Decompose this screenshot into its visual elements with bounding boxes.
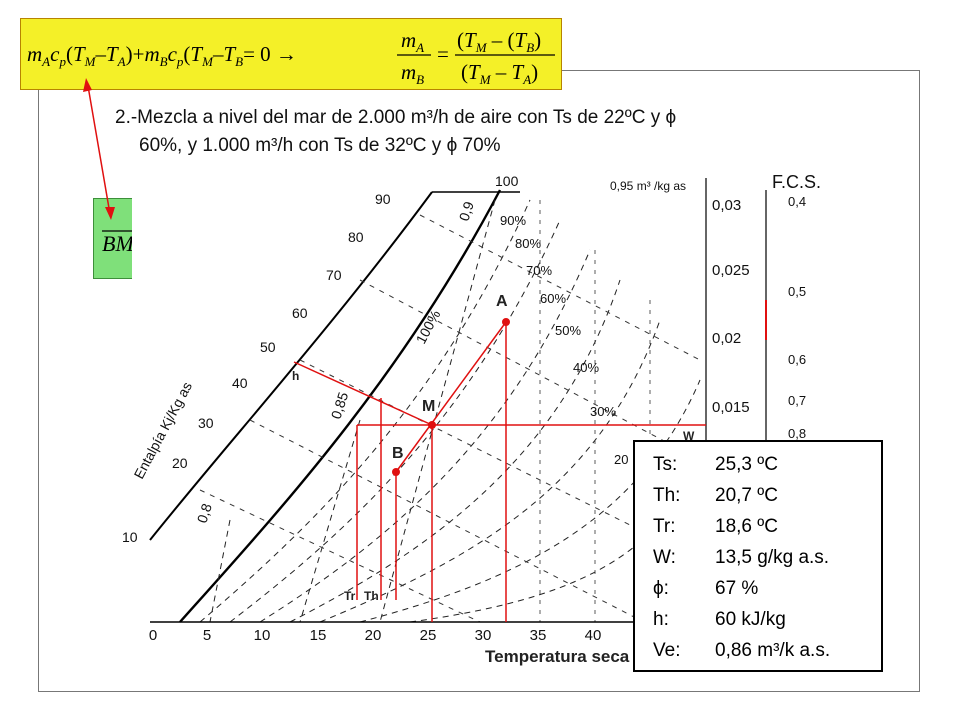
result-key: Ts:: [653, 454, 678, 475]
fcs-tick: 0,7: [788, 393, 806, 408]
formula-frac-num-left: mA: [401, 28, 424, 55]
rh-labels: 100% 90% 80% 70% 60% 50% 40% 30% 20: [413, 213, 629, 467]
connector-arrow: [83, 78, 115, 220]
fcs-tick: 0,4: [788, 194, 806, 209]
results-table: Ts: 25,3 ºC Th: 20,7 ºC Tr: 18,6 ºC W: 1…: [633, 440, 883, 672]
problem-line-1: 2.-Mezcla a nivel del mar de 2.000 m³/h …: [115, 107, 677, 128]
w-tick: 0,025: [712, 262, 750, 279]
x-tick: 5: [203, 627, 211, 644]
volume-line-label: 0,8: [194, 501, 215, 525]
enthalpy-tick: 30: [198, 415, 214, 431]
rh-label: 40%: [573, 360, 599, 375]
tr-label: Tr: [344, 589, 356, 603]
x-tick: 35: [530, 627, 547, 644]
result-value: 67 %: [715, 578, 759, 599]
result-value: 60 kJ/kg: [715, 609, 786, 630]
w-tick: 0,02: [712, 330, 741, 347]
mixing-formula-box: mAcp(TM–TA)+mBcp(TM–TB= 0 → mA mB = (TM …: [20, 18, 562, 90]
point-b-marker: [392, 468, 400, 476]
point-a-label: A: [496, 293, 508, 310]
point-labels: A M B h W Tr Th: [292, 293, 695, 603]
result-key: h:: [653, 609, 669, 630]
rh-label: 90%: [500, 213, 526, 228]
formula-ma: mAcp(TM–TA)+mBcp(TM–TB= 0 →: [27, 42, 297, 69]
result-key: W:: [653, 547, 676, 568]
th-label: Th: [364, 589, 379, 603]
volume-lines: [209, 199, 496, 623]
formula-frac-num-right: (TM – (TB): [457, 28, 541, 55]
x-tick-labels: 0 5 10 15 20 25 30 35 40: [149, 627, 602, 644]
rh-label: 60%: [540, 291, 566, 306]
fcs-tick: 0,6: [788, 352, 806, 367]
fcs-title: F.C.S.: [772, 172, 821, 192]
w-label: W: [683, 429, 695, 443]
enthalpy-tick-labels: 10 20 30 40 50 60 70 80 90 100: [122, 173, 519, 545]
enthalpy-tick: 60: [292, 305, 308, 321]
point-b-label: B: [392, 445, 404, 462]
rh-label: 70%: [526, 263, 552, 278]
formula-frac-den-left: mB: [401, 60, 424, 87]
w-tick: 0,03: [712, 197, 741, 214]
volume-line-label: 0,9: [456, 199, 477, 223]
temperature-axis-label: Temperatura seca: [485, 647, 630, 666]
enthalpy-lines: [199, 214, 701, 623]
x-tick: 20: [365, 627, 382, 644]
enthalpy-tick: 20: [172, 455, 188, 471]
fcs-tick: 0,5: [788, 284, 806, 299]
problem-line-2: 60%, y 1.000 m³/h con Ts de 32ºC y ϕ 70%: [139, 135, 501, 156]
x-tick: 40: [585, 627, 602, 644]
enthalpy-tick: 70: [326, 267, 342, 283]
saturation-curve: [149, 191, 433, 541]
w-tick-labels: 0,03 0,025 0,02 0,015: [712, 197, 750, 416]
x-tick: 0: [149, 627, 157, 644]
result-value: 25,3 ºC: [715, 454, 778, 475]
point-m-marker: [428, 421, 436, 429]
enthalpy-tick: 80: [348, 229, 364, 245]
result-value: 20,7 ºC: [715, 485, 778, 506]
enthalpy-tick: 50: [260, 339, 276, 355]
result-key: Tr:: [653, 516, 676, 537]
result-value: 0,86 m³/k a.s.: [715, 640, 831, 661]
volume-label: 0,95 m³ /kg as: [610, 179, 686, 193]
mixing-formula: mAcp(TM–TA)+mBcp(TM–TB= 0 → mA mB = (TM …: [27, 28, 555, 87]
w-tick: 0,015: [712, 399, 750, 416]
fcs-tick-labels: 0,4 0,5 0,6 0,7 0,8: [788, 194, 806, 441]
ratio-bm: BM: [102, 231, 135, 256]
result-key: Ve:: [653, 640, 681, 661]
x-tick: 15: [310, 627, 327, 644]
enthalpy-tick: 10: [122, 529, 138, 545]
rh-100-curve: [179, 189, 502, 623]
enthalpy-tick: 100: [495, 173, 519, 189]
rh-label: 50%: [555, 323, 581, 338]
fcs-tick: 0,8: [788, 426, 806, 441]
rh-label: 30%: [590, 404, 616, 419]
formula-equals: =: [437, 42, 449, 66]
construction-lines: [293, 321, 706, 622]
x-tick: 25: [420, 627, 437, 644]
result-key: Th:: [653, 485, 681, 506]
rh-label: 80%: [515, 236, 541, 251]
rh-label: 20: [614, 452, 628, 467]
h-label: h: [292, 369, 299, 383]
point-a-marker: [502, 318, 510, 326]
result-value: 13,5 g/kg a.s.: [715, 547, 830, 568]
x-tick: 30: [475, 627, 492, 644]
formula-frac-den-right: (TM – TA): [461, 60, 538, 87]
point-m-label: M: [422, 398, 435, 415]
result-key: ϕ:: [653, 578, 669, 599]
temperature-grid: [539, 200, 651, 622]
result-value: 18,6 ºC: [715, 516, 778, 537]
x-tick: 10: [254, 627, 271, 644]
enthalpy-tick: 90: [375, 191, 391, 207]
problem-statement: 2.-Mezcla a nivel del mar de 2.000 m³/h …: [115, 104, 875, 160]
enthalpy-tick: 40: [232, 375, 248, 391]
